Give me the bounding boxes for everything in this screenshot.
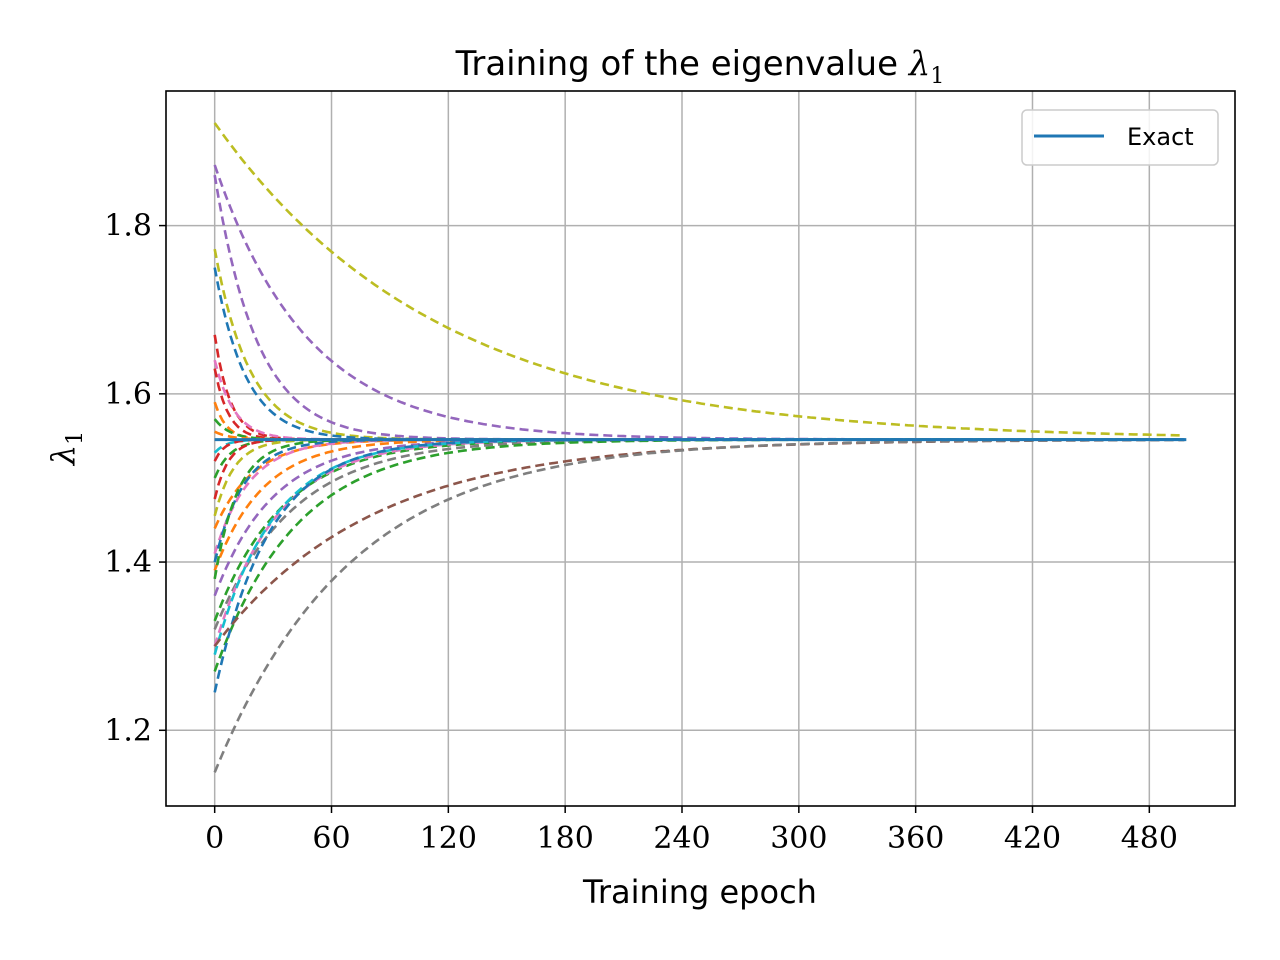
y-tick-label: 1.2 [104, 713, 152, 748]
x-tick-label: 360 [887, 821, 944, 856]
trial-line-25 [213, 438, 1185, 647]
legend: Exact [1021, 109, 1219, 166]
x-tick-label: 420 [1004, 821, 1061, 856]
y-grid [166, 224, 1235, 732]
y-tick-label: 1.4 [104, 545, 152, 580]
trial-line-26 [213, 438, 1185, 655]
y-tick-label: 1.8 [104, 209, 152, 244]
trial-line-23 [213, 438, 1185, 622]
trial-line-4 [213, 267, 1185, 441]
trial-line-7 [213, 359, 1185, 441]
legend-label-exact: Exact [1127, 123, 1194, 151]
trial-line-28 [213, 438, 1185, 693]
x-axis: 0 60 120 180 240 300 360 420 480 [205, 806, 1178, 856]
series-layer [213, 122, 1187, 773]
x-tick-label: 300 [770, 821, 827, 856]
trial-line-6 [213, 334, 1185, 441]
trial-line-20 [213, 438, 1185, 571]
y-axis-label: λ1 [44, 431, 88, 467]
chart-title: Training of the eigenvalue λ1 [455, 44, 945, 89]
trial-line-2 [213, 164, 1185, 441]
trial-line-29 [213, 438, 1185, 647]
trial-line-15 [213, 438, 1185, 500]
x-tick-label: 240 [653, 821, 710, 856]
x-tick-label: 0 [205, 821, 224, 856]
x-tick-label: 480 [1121, 821, 1178, 856]
trial-line-1 [213, 122, 1185, 437]
x-tick-label: 180 [537, 821, 594, 856]
legend-box [1021, 109, 1219, 166]
trial-line-27 [213, 438, 1185, 672]
trial-line-24 [213, 438, 1185, 630]
trial-line-30 [213, 438, 1185, 773]
trial-line-9 [213, 401, 1185, 441]
plot-frame [165, 90, 1236, 807]
x-grid [213, 91, 1151, 806]
trial-line-10 [213, 418, 1185, 441]
x-tick-label: 120 [420, 821, 477, 856]
y-tick-label: 1.6 [104, 377, 152, 412]
x-axis-label: Training epoch [582, 873, 817, 911]
trial-line-16 [213, 438, 1185, 517]
trial-line-3 [213, 248, 1185, 441]
y-axis: 1.2 1.4 1.6 1.8 [104, 209, 166, 748]
trial-line-22 [213, 438, 1185, 597]
trial-line-5 [213, 174, 1185, 441]
x-tick-label: 60 [312, 821, 350, 856]
